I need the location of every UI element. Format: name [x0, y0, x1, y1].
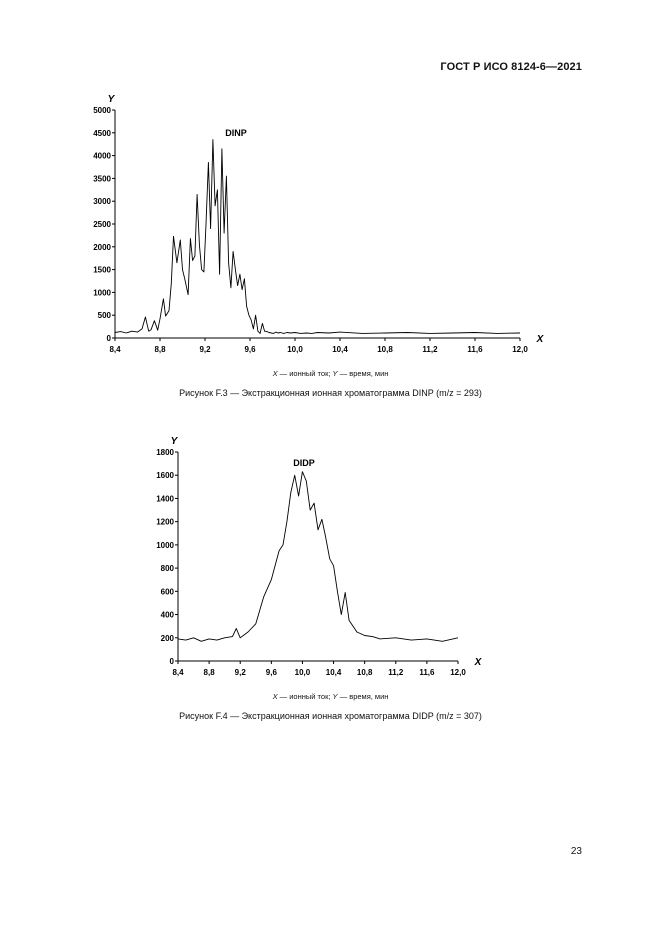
x-tick-label: 11,6	[467, 345, 483, 354]
y-tick-label: 1000	[93, 288, 111, 297]
axis-note-dinp: X — ионный ток; Y — время, мин	[0, 369, 661, 378]
axis-note-x-symbol: X	[272, 369, 278, 378]
y-tick-label: 500	[98, 311, 112, 320]
axis-note-y-symbol: Y	[332, 692, 338, 701]
y-tick-label: 2500	[93, 220, 111, 229]
figure-caption-f4: Рисунок F.4 — Экстракционная ионная хром…	[179, 711, 482, 721]
y-tick-label: 4500	[93, 129, 111, 138]
figure-caption-f3: Рисунок F.3 — Экстракционная ионная хром…	[179, 388, 482, 398]
x-tick-label: 11,2	[422, 345, 438, 354]
x-tick-label: 10,0	[287, 345, 303, 354]
axis-note-x-symbol: X	[272, 692, 278, 701]
y-axis-label: Y	[108, 94, 116, 105]
y-tick-label: 2000	[93, 243, 111, 252]
y-tick-label: 4000	[93, 152, 111, 161]
series-line	[114, 139, 521, 334]
axis-note-x-text: — ионный ток;	[277, 692, 333, 701]
peak-label: DINP	[225, 128, 247, 138]
y-tick-label: 0	[107, 334, 112, 343]
x-tick-label: 8,8	[154, 345, 166, 354]
axis-note-x-text: — ионный ток;	[277, 369, 333, 378]
page-number: 23	[570, 846, 582, 857]
y-tick-label: 3500	[93, 174, 111, 183]
x-tick-label: 9,6	[244, 345, 256, 354]
x-tick-label: 10,4	[332, 345, 348, 354]
standard-designation: ГОСТ Р ИСО 8124-6—2021	[440, 61, 582, 73]
axis-note-y-text: — время, мин	[337, 692, 389, 701]
axis-note-y-text: — время, мин	[337, 369, 389, 378]
x-tick-label: 10,8	[377, 345, 393, 354]
x-tick-label: 9,2	[199, 345, 211, 354]
y-tick-label: 3000	[93, 197, 111, 206]
x-tick-label: 12,0	[512, 345, 528, 354]
axis-note-didp: X — ионный ток; Y — время, мин	[0, 692, 661, 701]
y-tick-label: 1500	[93, 266, 111, 275]
x-axis-label: X	[536, 334, 545, 345]
axis-note-y-symbol: Y	[332, 369, 338, 378]
y-tick-label: 5000	[93, 106, 111, 115]
x-tick-label: 8,4	[109, 345, 121, 354]
